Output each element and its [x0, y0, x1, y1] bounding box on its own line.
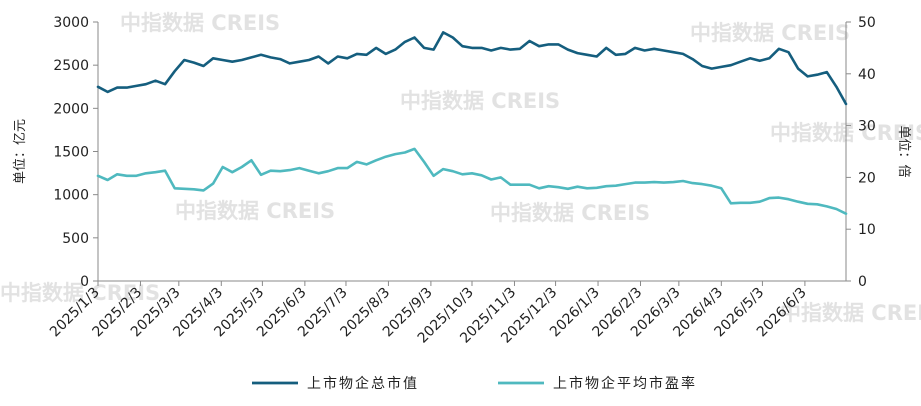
- watermark-text: 中指数据 CREIS: [780, 301, 921, 325]
- right-axis-tick-label: 20: [858, 170, 876, 186]
- left-axis-tick-label: 2500: [53, 58, 89, 74]
- watermark-text: 中指数据 CREIS: [175, 199, 335, 223]
- series-line-pe-ratio: [96, 147, 848, 215]
- left-axis-tick-label: 0: [80, 274, 89, 290]
- left-axis-tick-label: 500: [62, 231, 89, 247]
- right-axis-tick-label: 40: [858, 67, 876, 83]
- left-axis-title: 单位：亿元: [13, 119, 28, 184]
- left-axis-tick-label: 1000: [53, 188, 89, 204]
- left-axis-tick-label: 2000: [53, 101, 89, 117]
- watermark-text: 中指数据 CREIS: [490, 201, 650, 225]
- legend-label-market-cap: 上市物企总市值: [307, 375, 419, 392]
- legend-label-pe-ratio: 上市物企平均市盈率: [553, 375, 697, 392]
- right-axis-tick-label: 10: [858, 222, 876, 238]
- watermark-text: 中指数据 CREIS: [0, 281, 160, 305]
- watermark-text: 中指数据 CREIS: [690, 21, 850, 45]
- watermark-text: 中指数据 CREIS: [400, 89, 560, 113]
- series-line-market-cap: [96, 31, 848, 106]
- watermark-text: 中指数据 CREIS: [120, 11, 280, 35]
- right-axis-tick-label: 30: [858, 119, 876, 135]
- left-axis-tick-label: 1500: [53, 145, 89, 161]
- right-axis-tick-label: 50: [858, 15, 876, 31]
- legend: 上市物企总市值 上市物企平均市盈率: [252, 375, 697, 392]
- right-axis-tick-label: 0: [858, 274, 867, 290]
- watermark-layer: 中指数据 CREIS 中指数据 CREIS 中指数据 CREIS 中指数据 CREIS…: [0, 11, 921, 325]
- left-axis-tick-label: 3000: [53, 15, 89, 31]
- series-layer: [96, 31, 848, 215]
- right-axis-title: 单位：倍: [896, 125, 911, 177]
